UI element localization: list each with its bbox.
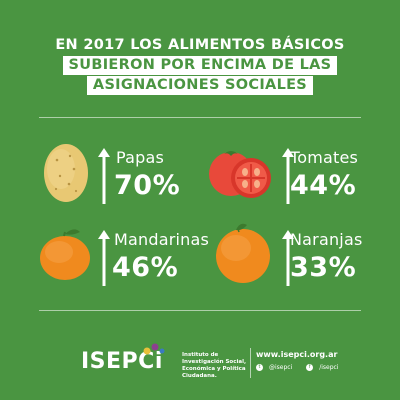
item-naranjas: Naranjas 33% bbox=[214, 220, 400, 290]
facebook-icon: f bbox=[306, 364, 314, 371]
logo-dots-icon bbox=[143, 343, 165, 355]
institute-name: Instituto de Investigación Social, Econó… bbox=[182, 352, 247, 379]
item-name: Naranjas bbox=[290, 230, 363, 249]
twitter-link[interactable]: t @isepci bbox=[256, 364, 298, 371]
item-percentage: 44% bbox=[290, 170, 357, 201]
headline-line-3: ASIGNACIONES SOCIALES bbox=[86, 76, 314, 95]
orange-icon bbox=[216, 223, 270, 283]
item-percentage: 46% bbox=[112, 252, 179, 283]
social-links: t @isepci f/isepci bbox=[256, 364, 350, 371]
potato-icon bbox=[44, 144, 88, 202]
headline: EN 2017 LOS ALIMENTOS BÁSICOS SUBIERON P… bbox=[0, 36, 400, 95]
headline-line-2: SUBIERON POR ENCIMA DE LAS bbox=[62, 56, 338, 75]
item-name: Mandarinas bbox=[114, 230, 210, 249]
item-percentage: 33% bbox=[290, 252, 357, 283]
item-name: Papas bbox=[116, 148, 165, 167]
facebook-link[interactable]: f/isepci bbox=[306, 364, 344, 371]
top-divider bbox=[39, 117, 361, 118]
item-name: Tomates bbox=[290, 148, 359, 167]
headline-line-1: EN 2017 LOS ALIMENTOS BÁSICOS bbox=[55, 37, 345, 53]
item-papas: Papas 70% bbox=[40, 142, 230, 212]
footer-separator bbox=[250, 348, 251, 378]
mandarin-icon bbox=[40, 229, 90, 280]
footer: ISEPCi Instituto de Investigación Social… bbox=[0, 340, 400, 390]
up-arrow-icon bbox=[282, 148, 294, 204]
up-arrow-icon bbox=[282, 230, 294, 286]
item-percentage: 70% bbox=[114, 170, 181, 201]
website-link[interactable]: www.isepci.org.ar bbox=[256, 350, 338, 359]
item-mandarinas: Mandarinas 46% bbox=[38, 224, 228, 294]
item-tomates: Tomates 44% bbox=[206, 142, 396, 212]
bottom-divider bbox=[39, 310, 361, 311]
twitter-icon: t bbox=[256, 364, 263, 371]
up-arrow-icon bbox=[98, 230, 110, 286]
tomato-icon bbox=[209, 151, 271, 198]
up-arrow-icon bbox=[98, 148, 110, 204]
